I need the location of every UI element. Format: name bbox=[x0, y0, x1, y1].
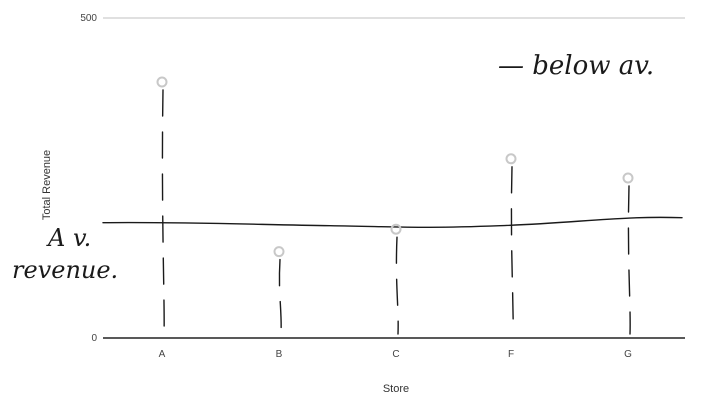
hand-drawn-marks bbox=[102, 89, 683, 335]
x-tick-label: A bbox=[159, 349, 166, 360]
annotation-average-line1: A v. bbox=[46, 224, 91, 252]
x-tick-label: F bbox=[508, 349, 514, 360]
data-point bbox=[622, 172, 634, 184]
average-line bbox=[102, 216, 683, 228]
x-tick-label: C bbox=[392, 349, 399, 360]
data-point bbox=[390, 223, 402, 235]
y-ticks: 0 500 bbox=[80, 13, 97, 344]
data-point bbox=[156, 76, 168, 88]
stem-line bbox=[395, 236, 399, 335]
annotation-average-line2: revenue. bbox=[12, 256, 118, 284]
data-points bbox=[156, 76, 634, 258]
y-tick-label: 500 bbox=[80, 13, 97, 24]
stem-line bbox=[627, 185, 631, 335]
annotation-average-revenue: A v. revenue. bbox=[12, 224, 118, 284]
stem-line bbox=[278, 258, 282, 335]
stem-line bbox=[161, 89, 165, 335]
y-tick-label: 0 bbox=[91, 333, 97, 344]
x-tick-label: G bbox=[624, 349, 632, 360]
stem-line bbox=[510, 166, 514, 335]
data-point bbox=[505, 153, 517, 165]
annotation-below-average: — below av. bbox=[498, 51, 654, 81]
x-tick-label: B bbox=[276, 349, 283, 360]
y-axis-title: Total Revenue bbox=[41, 150, 53, 220]
data-point bbox=[273, 246, 285, 258]
x-axis-title: Store bbox=[383, 383, 409, 395]
